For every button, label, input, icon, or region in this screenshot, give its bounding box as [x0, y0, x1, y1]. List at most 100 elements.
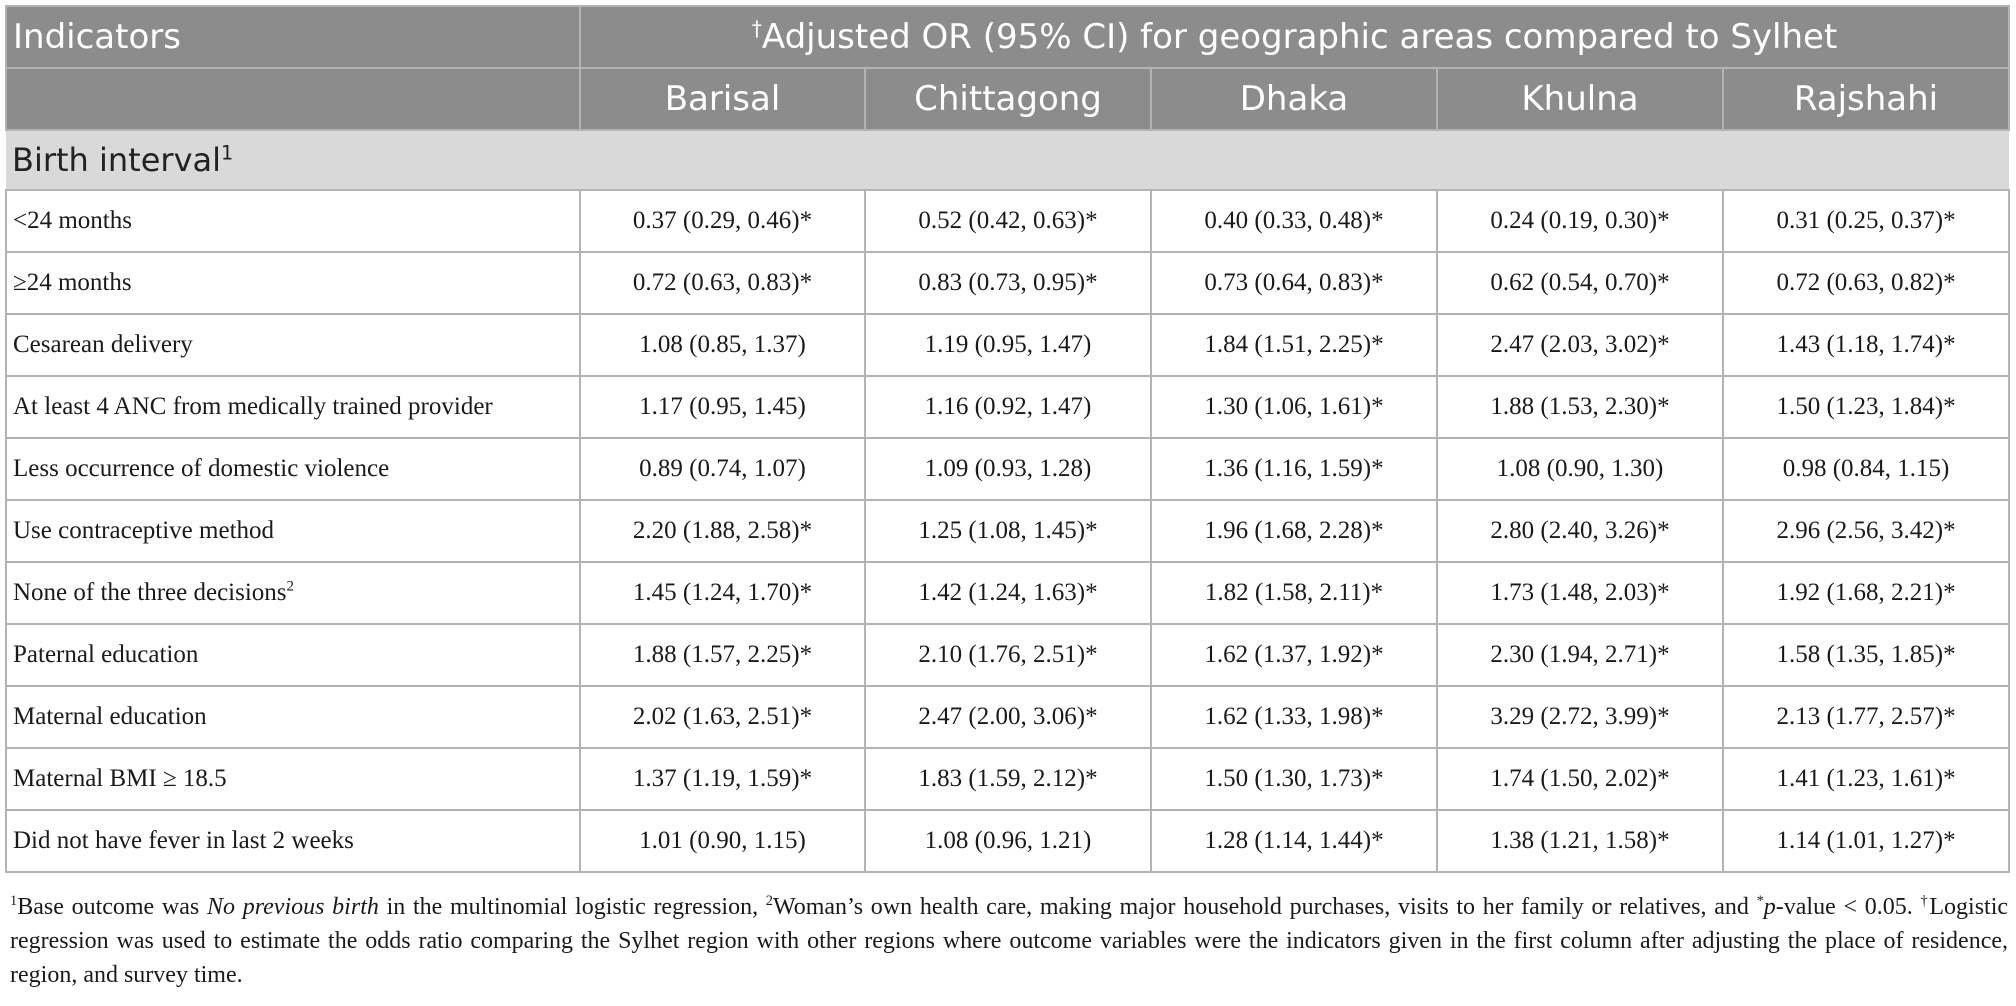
or-value-cell: 1.84 (1.51, 2.25)*: [1150, 313, 1438, 377]
table-row: Less occurrence of domestic violence 0.89…: [5, 437, 2011, 501]
or-value-cell: 1.43 (1.18, 1.74)*: [1721, 313, 2011, 377]
or-value-cell: 1.09 (0.93, 1.28): [864, 437, 1152, 501]
or-value-cell: 1.62 (1.33, 1.98)*: [1150, 685, 1438, 749]
indicator-label: <24 months: [13, 207, 132, 234]
footnote-text-1b: in the multinomial logistic regression,: [378, 894, 766, 920]
dagger-mark: †: [751, 16, 762, 41]
or-value-cell: 1.01 (0.90, 1.15): [579, 809, 866, 873]
indicator-cell: ≥24 months: [5, 251, 581, 315]
indicator-label: Paternal education: [13, 641, 199, 668]
or-value-cell: 2.10 (1.76, 2.51)*: [864, 623, 1152, 687]
or-value-cell: 2.13 (1.77, 2.57)*: [1721, 685, 2011, 749]
table-row: Did not have fever in last 2 weeks 1.01 (…: [5, 809, 2011, 873]
region-header-khulna: Khulna: [1436, 67, 1724, 131]
indicator-cell: Maternal BMI ≥ 18.5: [5, 747, 581, 811]
or-value-cell: 2.20 (1.88, 2.58)*: [579, 499, 866, 563]
or-value-cell: 0.24 (0.19, 0.30)*: [1436, 189, 1724, 253]
or-value-cell: 1.42 (1.24, 1.63)*: [864, 561, 1152, 625]
table-footnote: 1Base outcome was No previous birth in t…: [10, 890, 2008, 992]
or-value-cell: 1.58 (1.35, 1.85)*: [1721, 623, 2011, 687]
indicator-cell: Did not have fever in last 2 weeks: [5, 809, 581, 873]
footnote-italic-1: No previous birth: [206, 894, 379, 920]
indicators-header: Indicators: [5, 5, 581, 69]
or-value-cell: 2.47 (2.00, 3.06)*: [864, 685, 1152, 749]
odds-ratio-table: Indicators †Adjusted OR (95% CI) for geo…: [5, 5, 2011, 873]
table-row: At least 4 ANC from medically trained pr…: [5, 375, 2011, 439]
indicator-cell: Cesarean delivery: [5, 313, 581, 377]
footnote-text-1a: Base outcome was: [17, 894, 207, 920]
or-value-cell: 1.08 (0.90, 1.30): [1436, 437, 1724, 501]
or-value-cell: 1.83 (1.59, 2.12)*: [864, 747, 1152, 811]
section-row-birth-interval: Birth interval1: [6, 129, 2010, 191]
or-value-cell: 1.50 (1.23, 1.84)*: [1721, 375, 2011, 439]
or-value-cell: 1.36 (1.16, 1.59)*: [1150, 437, 1438, 501]
indicator-cell: Maternal education: [5, 685, 581, 749]
indicator-cell: Use contraceptive method: [5, 499, 581, 563]
region-header-barisal: Barisal: [579, 67, 866, 131]
indicator-footnote-mark: 2: [286, 578, 295, 595]
table-row: Use contraceptive method 2.20 (1.88, 2.58…: [5, 499, 2011, 563]
or-value-cell: 1.08 (0.96, 1.21): [864, 809, 1152, 873]
indicator-label: Maternal BMI ≥ 18.5: [13, 765, 227, 792]
region-header-chittagong: Chittagong: [864, 67, 1152, 131]
or-value-cell: 0.72 (0.63, 0.82)*: [1721, 251, 2011, 315]
table-row: Paternal education 1.88 (1.57, 2.25)* 2.10…: [5, 623, 2011, 687]
or-value-cell: 0.62 (0.54, 0.70)*: [1436, 251, 1724, 315]
indicator-label: Use contraceptive method: [13, 517, 275, 544]
or-value-cell: 1.73 (1.48, 2.03)*: [1436, 561, 1724, 625]
or-value-cell: 2.96 (2.56, 3.42)*: [1721, 499, 2011, 563]
or-value-cell: 1.37 (1.19, 1.59)*: [579, 747, 866, 811]
table-row: Maternal BMI ≥ 18.5 1.37 (1.19, 1.59)* 1.8…: [5, 747, 2011, 811]
footnote-text-3: -value < 0.05.: [1775, 894, 1921, 920]
table-row: None of the three decisions2 1.45 (1.24, …: [5, 561, 2011, 625]
or-value-cell: 0.40 (0.33, 0.48)*: [1150, 189, 1438, 253]
or-value-cell: 0.52 (0.42, 0.63)*: [864, 189, 1152, 253]
footnote-text-2: Woman’s own health care, making major ho…: [773, 894, 1757, 920]
or-value-cell: 1.82 (1.58, 2.11)*: [1150, 561, 1438, 625]
indicator-label: Less occurrence of domestic violence: [13, 455, 390, 482]
indicator-label: None of the three decisions: [13, 579, 287, 606]
or-value-cell: 1.88 (1.53, 2.30)*: [1436, 375, 1724, 439]
or-value-cell: 2.02 (1.63, 2.51)*: [579, 685, 866, 749]
table-row: ≥24 months 0.72 (0.63, 0.83)* 0.83 (0.73, …: [5, 251, 2011, 315]
indicator-label: Maternal education: [13, 703, 207, 730]
or-value-cell: 0.73 (0.64, 0.83)*: [1150, 251, 1438, 315]
blank-header-cell: [5, 67, 581, 131]
footnote-star: *: [1756, 893, 1764, 909]
adjusted-or-header: †Adjusted OR (95% CI) for geographic are…: [578, 5, 2011, 69]
footnote-text-4: Logistic regression was used to estimate…: [10, 894, 2009, 988]
footnote-italic-p: p: [1763, 894, 1776, 920]
section-label: Birth interval1: [6, 129, 2010, 191]
or-value-cell: 3.29 (2.72, 3.99)*: [1436, 685, 1724, 749]
section-label-sup: 1: [221, 141, 234, 165]
or-value-cell: 1.25 (1.08, 1.45)*: [864, 499, 1152, 563]
indicator-cell: Paternal education: [5, 623, 581, 687]
or-value-cell: 1.19 (0.95, 1.47): [864, 313, 1152, 377]
indicator-label: At least 4 ANC from medically trained pr…: [13, 393, 493, 420]
or-value-cell: 1.14 (1.01, 1.27)*: [1721, 809, 2011, 873]
region-header-rajshahi: Rajshahi: [1721, 67, 2011, 131]
or-value-cell: 1.41 (1.23, 1.61)*: [1721, 747, 2011, 811]
or-value-cell: 1.88 (1.57, 2.25)*: [579, 623, 866, 687]
indicator-cell: <24 months: [5, 189, 581, 253]
or-value-cell: 0.72 (0.63, 0.83)*: [579, 251, 866, 315]
footnote-sup-2: 2: [765, 893, 773, 909]
or-value-cell: 0.37 (0.29, 0.46)*: [579, 189, 866, 253]
section-label-text: Birth interval: [12, 141, 221, 179]
or-value-cell: 0.31 (0.25, 0.37)*: [1721, 189, 2011, 253]
or-value-cell: 0.89 (0.74, 1.07): [579, 437, 866, 501]
or-value-cell: 1.45 (1.24, 1.70)*: [579, 561, 866, 625]
adjusted-or-header-label: Adjusted OR (95% CI) for geographic area…: [761, 17, 1838, 57]
or-value-cell: 1.16 (0.92, 1.47): [864, 375, 1152, 439]
or-value-cell: 1.92 (1.68, 2.21)*: [1721, 561, 2011, 625]
or-value-cell: 2.30 (1.94, 2.71)*: [1436, 623, 1724, 687]
footnote-dagger: †: [1920, 893, 1930, 909]
or-value-cell: 1.30 (1.06, 1.61)*: [1150, 375, 1438, 439]
or-value-cell: 1.62 (1.37, 1.92)*: [1150, 623, 1438, 687]
or-value-cell: 1.38 (1.21, 1.58)*: [1436, 809, 1724, 873]
or-value-cell: 1.50 (1.30, 1.73)*: [1150, 747, 1438, 811]
indicator-cell: Less occurrence of domestic violence: [5, 437, 581, 501]
indicator-label: Cesarean delivery: [13, 331, 193, 358]
table-row: Cesarean delivery 1.08 (0.85, 1.37) 1.19 (…: [5, 313, 2011, 377]
or-value-cell: 0.98 (0.84, 1.15): [1721, 437, 2011, 501]
